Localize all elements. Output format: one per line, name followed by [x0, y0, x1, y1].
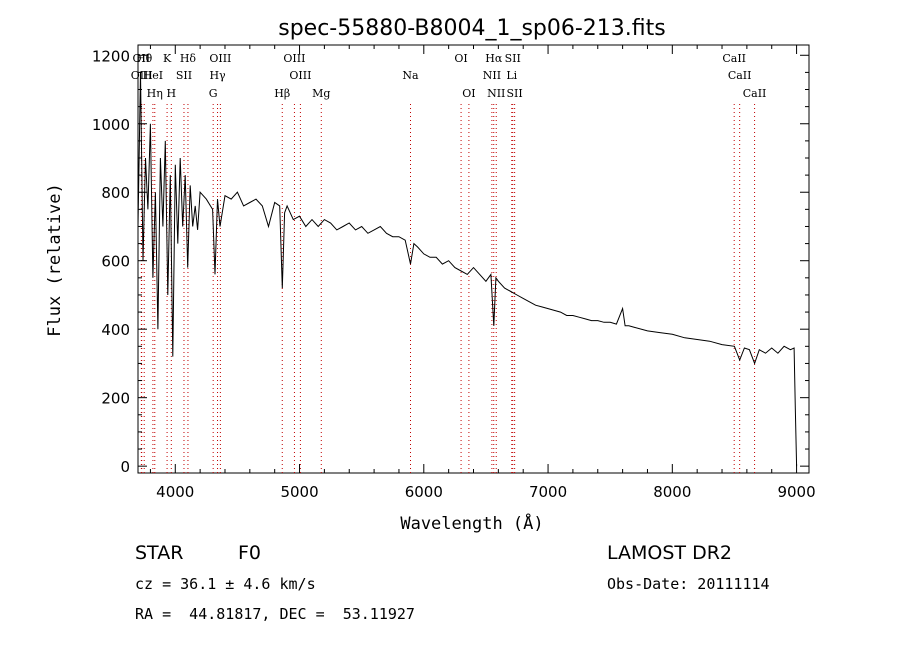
y-tick-label: 400: [101, 321, 130, 339]
survey-name: LAMOST DR2: [607, 542, 732, 564]
line-label: Hγ: [209, 69, 226, 82]
line-label: OIII: [289, 69, 311, 82]
line-label: OIII: [209, 52, 231, 65]
line-label: Hβ: [274, 87, 290, 100]
y-tick-label: 0: [120, 458, 130, 476]
line-label: Hη: [147, 87, 163, 100]
line-label: Hθ: [136, 52, 153, 65]
spectrum-line: [137, 72, 798, 467]
line-label: OI: [454, 52, 467, 65]
line-label: G: [209, 87, 218, 100]
y-tick-label: 800: [101, 184, 130, 202]
line-label: SII: [176, 69, 192, 82]
chart-title: spec-55880-B8004_1_sp06-213.fits: [278, 16, 666, 41]
line-label: SII: [507, 87, 523, 100]
line-label: Li: [506, 69, 517, 82]
line-label: SII: [505, 52, 521, 65]
y-tick-label: 200: [101, 390, 130, 408]
x-tick-label: 5000: [280, 483, 318, 501]
line-label: OIII: [283, 52, 305, 65]
line-label: H: [167, 87, 177, 100]
obs-date-text: Obs-Date: 20111114: [607, 575, 770, 593]
y-tick-label: 1200: [92, 47, 130, 65]
line-label: Na: [402, 69, 419, 82]
y-tick-label: 1000: [92, 116, 130, 134]
line-label: CaII: [722, 52, 746, 65]
object-subclass: F0: [238, 542, 262, 564]
plot-frame: [137, 44, 810, 474]
y-axis-label: Flux (relative): [45, 183, 65, 337]
line-label: Hα: [485, 52, 503, 65]
coordinates-text: RA = 44.81817, DEC = 53.11927: [135, 605, 415, 623]
redshift-text: cz = 36.1 ± 4.6 km/s: [135, 575, 316, 593]
line-label: Mg: [312, 87, 330, 100]
line-label: OI: [462, 87, 475, 100]
x-tick-label: 9000: [777, 483, 815, 501]
x-tick-label: 8000: [653, 483, 691, 501]
line-label: CaII: [728, 69, 752, 82]
line-label: K: [163, 52, 172, 65]
x-tick-label: 4000: [156, 483, 194, 501]
line-label: Hδ: [180, 52, 197, 65]
y-tick-label: 600: [101, 253, 130, 271]
line-label: HeI: [143, 69, 163, 82]
x-tick-label: 7000: [529, 483, 567, 501]
x-axis-label: Wavelength (Å): [400, 512, 543, 534]
line-label: OIII: [131, 69, 153, 82]
line-label: CaII: [743, 87, 767, 100]
x-tick-label: 6000: [405, 483, 443, 501]
object-class: STAR: [135, 542, 184, 564]
line-label: NII: [487, 87, 505, 100]
line-label: NII: [483, 69, 501, 82]
